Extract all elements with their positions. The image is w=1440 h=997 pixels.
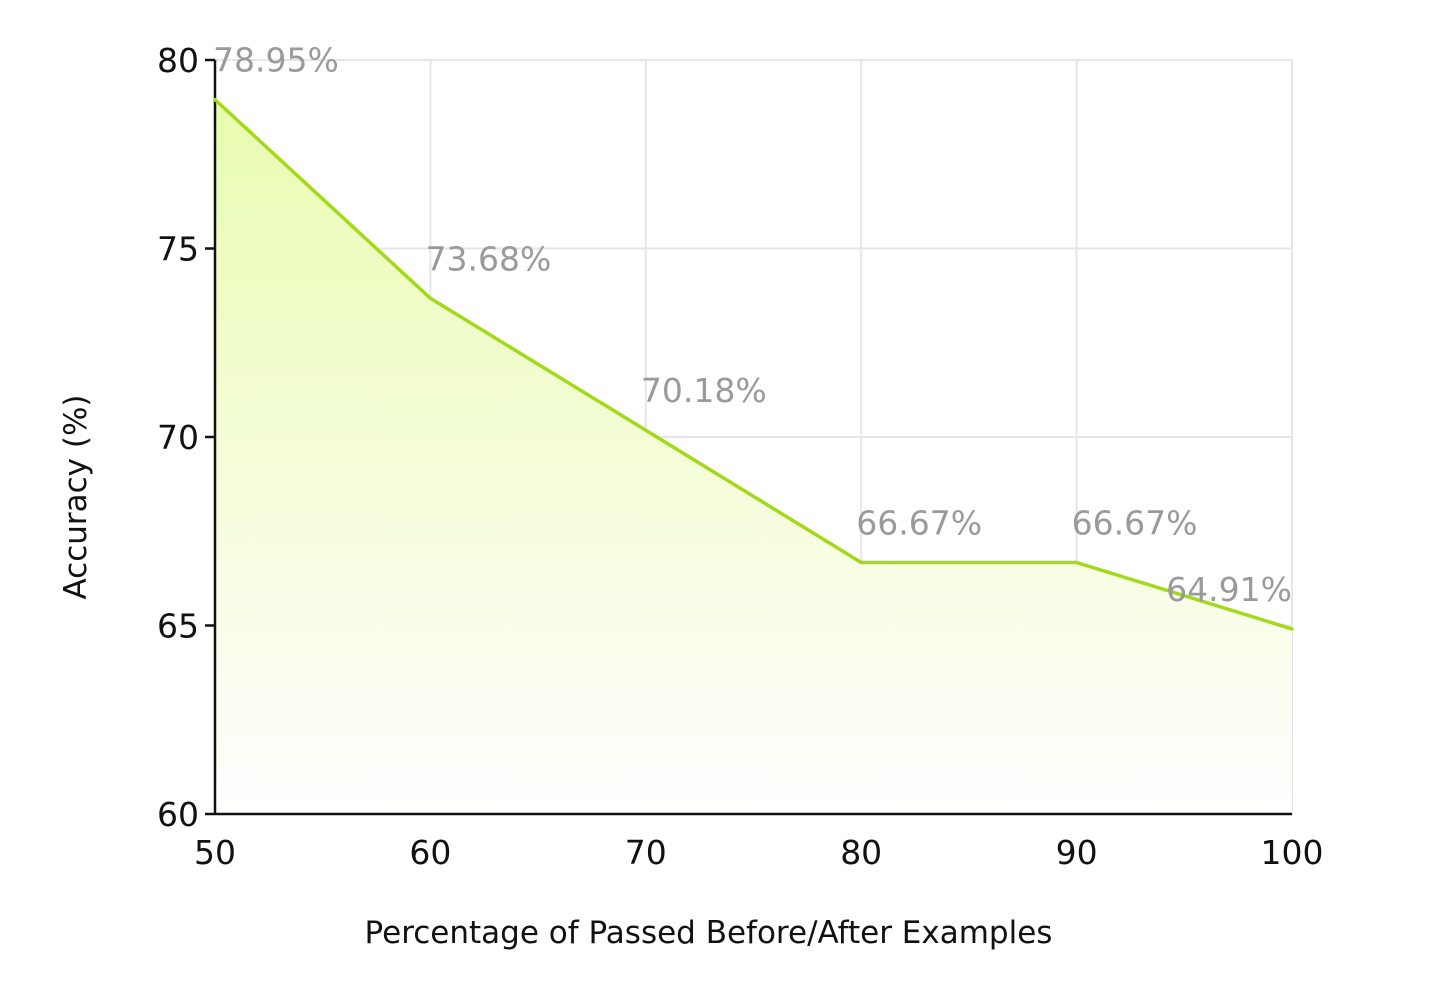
data-label: 66.67%	[856, 504, 982, 543]
x-tick-label: 80	[840, 833, 882, 872]
y-tick-label: 75	[157, 230, 199, 269]
data-label: 66.67%	[1072, 504, 1198, 543]
y-tick-label: 65	[157, 607, 199, 646]
x-axis-title: Percentage of Passed Before/After Exampl…	[365, 915, 1053, 951]
data-label: 78.95%	[213, 41, 339, 80]
x-tick-label: 50	[194, 833, 236, 872]
x-tick-label: 90	[1056, 833, 1098, 872]
data-label: 70.18%	[641, 371, 767, 410]
x-tick-label: 70	[625, 833, 667, 872]
data-labels: 78.95% 73.68% 70.18% 66.67% 66.67% 64.91%	[213, 41, 1292, 609]
y-tick-label: 60	[157, 795, 199, 834]
y-axis-title: Accuracy (%)	[58, 394, 94, 599]
y-tick-label: 70	[157, 418, 199, 457]
area-layer	[215, 99, 1292, 815]
series-layer	[213, 97, 1294, 631]
x-tick-label: 60	[409, 833, 451, 872]
series-line	[213, 97, 1294, 631]
series-area-fill	[215, 99, 1292, 815]
x-tick-label: 100	[1261, 833, 1324, 872]
data-label: 64.91%	[1166, 570, 1292, 609]
y-tick-label: 80	[157, 41, 199, 80]
data-label: 73.68%	[425, 239, 551, 278]
axes	[205, 58, 1292, 816]
